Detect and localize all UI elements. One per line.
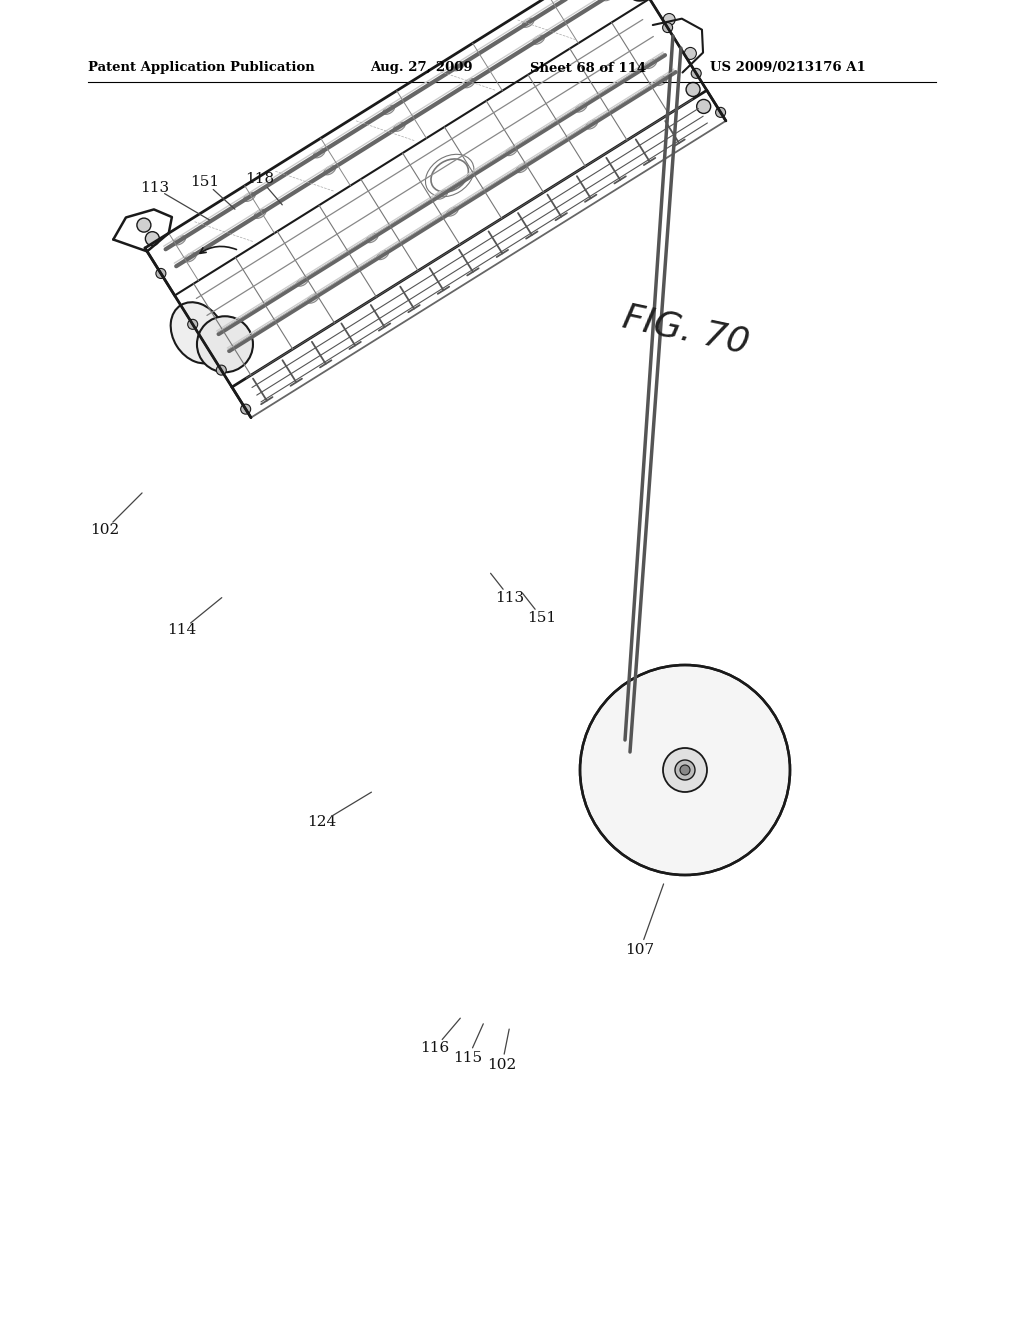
Ellipse shape — [313, 149, 325, 158]
Ellipse shape — [184, 252, 197, 261]
Circle shape — [580, 665, 790, 875]
Circle shape — [663, 22, 673, 33]
Ellipse shape — [174, 236, 185, 246]
Ellipse shape — [655, 77, 667, 86]
Ellipse shape — [645, 59, 656, 69]
Text: FIG. 70: FIG. 70 — [620, 300, 753, 360]
Circle shape — [663, 748, 707, 792]
Ellipse shape — [383, 106, 394, 115]
Ellipse shape — [297, 277, 308, 286]
Text: Sheet 68 of 114: Sheet 68 of 114 — [530, 62, 646, 74]
Circle shape — [684, 48, 696, 59]
Ellipse shape — [506, 147, 517, 156]
Text: 114: 114 — [167, 623, 197, 638]
Circle shape — [696, 99, 711, 114]
Ellipse shape — [171, 302, 225, 363]
Circle shape — [197, 317, 253, 372]
Text: 113: 113 — [140, 181, 170, 195]
Ellipse shape — [377, 251, 388, 260]
Circle shape — [241, 404, 251, 414]
Text: 102: 102 — [90, 523, 120, 537]
Ellipse shape — [575, 103, 587, 112]
Ellipse shape — [254, 210, 266, 218]
Circle shape — [216, 366, 226, 375]
Ellipse shape — [393, 123, 406, 131]
Ellipse shape — [227, 321, 239, 330]
Text: 102: 102 — [487, 1059, 517, 1072]
Text: US 2009/0213176 A1: US 2009/0213176 A1 — [710, 62, 865, 74]
Ellipse shape — [532, 36, 545, 45]
Ellipse shape — [244, 193, 255, 202]
Ellipse shape — [324, 166, 336, 174]
Circle shape — [675, 760, 695, 780]
Circle shape — [664, 13, 675, 25]
Ellipse shape — [586, 120, 597, 129]
Circle shape — [716, 107, 726, 117]
Circle shape — [187, 319, 198, 329]
Circle shape — [137, 218, 151, 232]
Ellipse shape — [453, 62, 464, 71]
Circle shape — [680, 766, 690, 775]
Text: 124: 124 — [307, 814, 337, 829]
Text: 115: 115 — [454, 1051, 482, 1065]
Text: 113: 113 — [496, 591, 524, 605]
Text: Patent Application Publication: Patent Application Publication — [88, 62, 314, 74]
Ellipse shape — [436, 190, 447, 199]
Circle shape — [691, 69, 701, 78]
Circle shape — [156, 268, 166, 279]
Ellipse shape — [367, 234, 378, 243]
Circle shape — [145, 232, 160, 246]
Text: 151: 151 — [527, 611, 557, 624]
Ellipse shape — [463, 79, 475, 88]
Circle shape — [686, 82, 700, 96]
Ellipse shape — [307, 294, 318, 304]
Ellipse shape — [516, 164, 527, 173]
Text: Aug. 27, 2009: Aug. 27, 2009 — [370, 62, 473, 74]
Text: 116: 116 — [421, 1041, 450, 1055]
Text: 118: 118 — [246, 172, 274, 186]
Ellipse shape — [238, 338, 249, 347]
Ellipse shape — [446, 207, 458, 216]
Text: 151: 151 — [190, 176, 219, 189]
Ellipse shape — [522, 18, 534, 28]
Text: 107: 107 — [626, 942, 654, 957]
